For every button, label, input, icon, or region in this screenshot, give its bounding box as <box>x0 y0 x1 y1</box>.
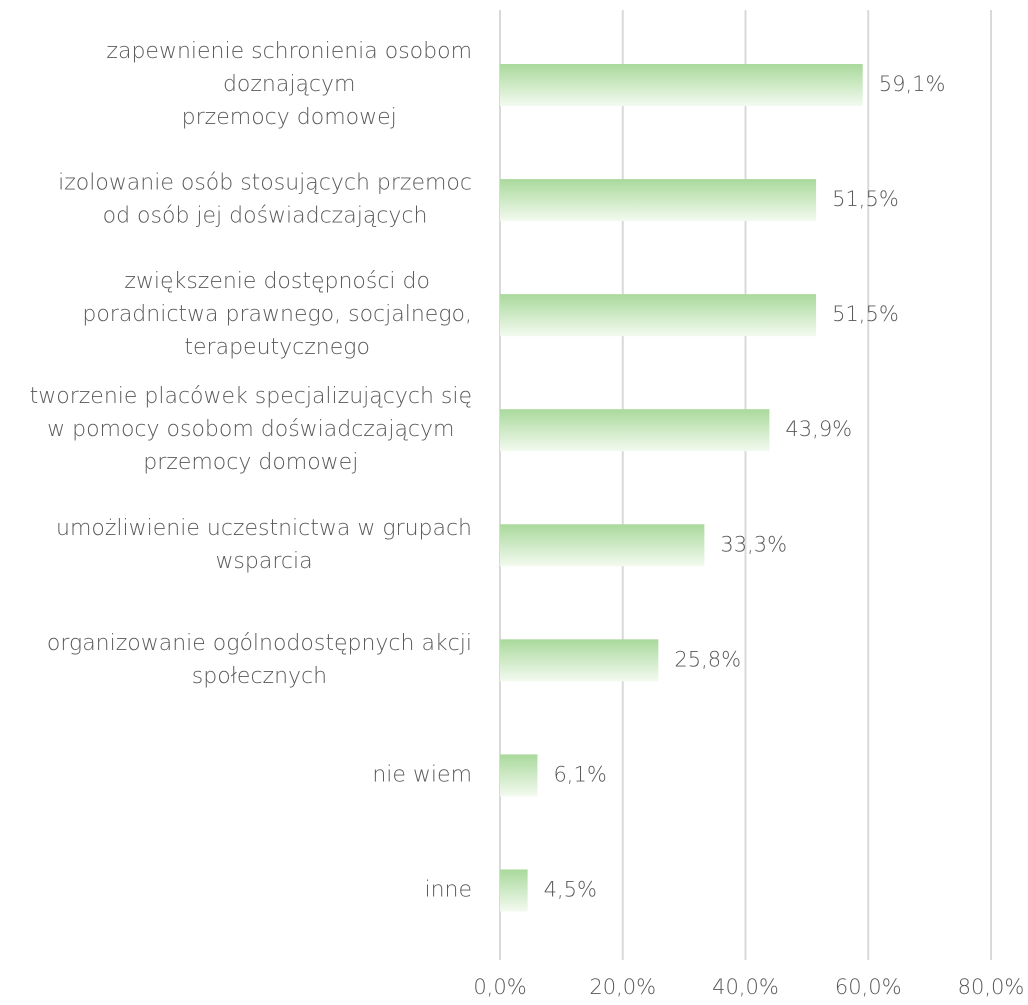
x-tick-label: 60,0% <box>835 975 902 999</box>
category-label-line: doznającym <box>223 72 356 97</box>
category-label-line: nie wiem <box>372 762 472 787</box>
category-label-line: wsparcia <box>215 549 312 574</box>
value-label: 25,8% <box>674 647 741 671</box>
bar <box>500 64 863 107</box>
bar <box>500 409 770 452</box>
category-label-line: organizowanie ogólnodostępnych akcji <box>47 631 472 656</box>
category-label-line: umożliwienie uczestnictwa w grupach <box>56 516 472 541</box>
value-label: 43,9% <box>785 417 852 441</box>
category-label: izolowanie osób stosujących przemoc od os… <box>58 171 472 229</box>
category-label: nie wiem <box>372 762 472 787</box>
category-label-line: społecznych <box>192 664 327 689</box>
category-label-line: przemocy domowej <box>182 105 397 130</box>
x-tick-label: 0,0% <box>473 975 526 999</box>
category-label-line: zapewnienie schronienia osobom <box>106 39 472 64</box>
bar <box>500 179 817 222</box>
category-label-line: izolowanie osób stosujących przemoc <box>58 171 472 196</box>
bar <box>500 754 538 797</box>
category-label-line: tworzenie placówek specjalizujących się <box>30 384 472 409</box>
category-label-line: przemocy domowej <box>143 450 358 475</box>
category-label: zapewnienie schronienia osobom doznającym… <box>106 39 472 130</box>
value-label: 6,1% <box>553 762 606 786</box>
bar <box>500 869 528 912</box>
category-label: umożliwienie uczestnictwa w grupach wspar… <box>56 516 472 574</box>
category-label: inne <box>424 877 472 902</box>
category-label: organizowanie ogólnodostępnych akcji społ… <box>47 631 472 689</box>
x-tick-label: 40,0% <box>712 975 779 999</box>
category-label: zwiększenie dostępności do poradnictwa pr… <box>82 269 472 360</box>
category-label-line: zwiększenie dostępności do <box>124 269 430 294</box>
value-label: 51,5% <box>832 187 899 211</box>
value-label: 4,5% <box>544 877 597 901</box>
category-label-line: od osób jej doświadczających <box>103 204 428 229</box>
bar <box>500 294 817 337</box>
category-label-line: inne <box>424 877 472 902</box>
value-label: 51,5% <box>832 302 899 326</box>
x-tick-label: 20,0% <box>589 975 656 999</box>
x-tick-label: 80,0% <box>958 975 1025 999</box>
bar <box>500 524 705 567</box>
category-label-line: w pomocy osobom doświadczającym <box>47 417 454 442</box>
category-label-line: poradnictwa prawnego, socjalnego, <box>82 302 472 327</box>
bar <box>500 639 659 682</box>
value-label: 59,1% <box>879 72 946 96</box>
value-label: 33,3% <box>720 532 787 556</box>
category-label: tworzenie placówek specjalizujących się w… <box>30 384 472 475</box>
category-label-line: terapeutycznego <box>184 335 370 360</box>
